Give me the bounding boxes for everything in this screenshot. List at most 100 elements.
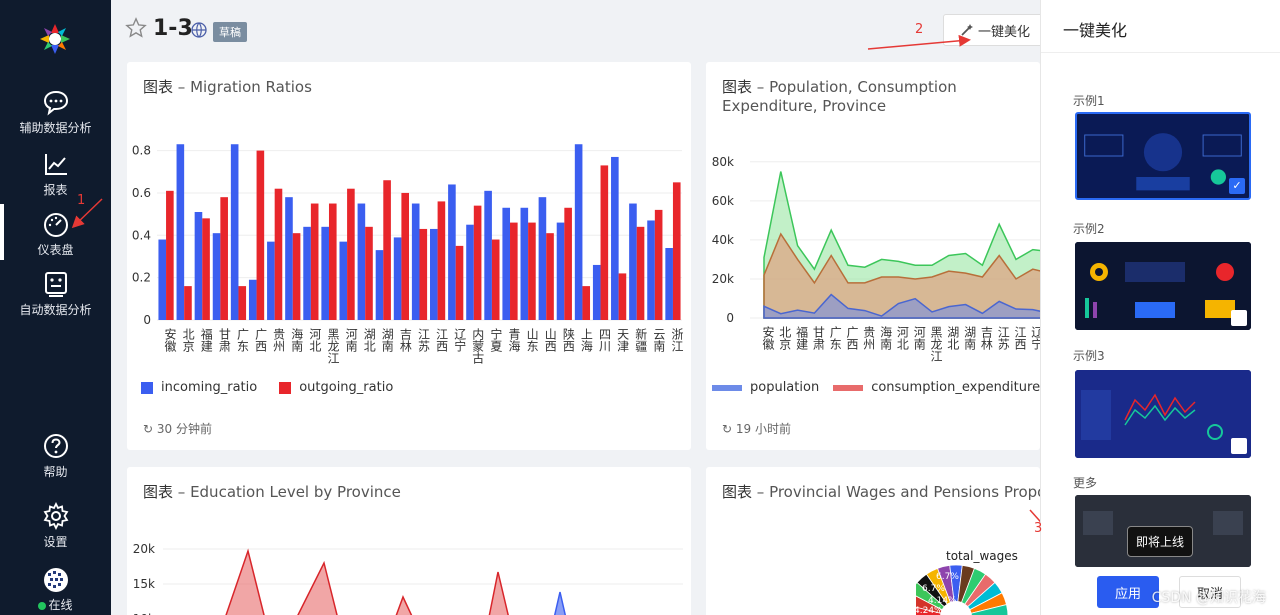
x-tick-label: 广西 xyxy=(845,326,859,350)
x-tick-label: 安徽 xyxy=(761,325,775,350)
watermark: CSDN @知识花海 xyxy=(1151,590,1266,606)
bar xyxy=(176,144,185,320)
card-title: 图表 – Provincial Wages and Pensions Propo… xyxy=(722,483,1040,501)
bar xyxy=(502,207,511,320)
x-tick-label: 贵州 xyxy=(862,326,876,350)
chart-card-population[interactable]: 图表 – Population, Consumption Expenditure… xyxy=(706,62,1040,450)
bar xyxy=(401,192,409,320)
x-tick-label: 江西 xyxy=(435,328,449,352)
y-tick-label: 0.6 xyxy=(132,186,151,200)
bar xyxy=(611,156,619,320)
x-tick-label: 海南 xyxy=(290,327,304,352)
x-tick-label: 宁夏 xyxy=(489,327,503,352)
sidebar-item-settings[interactable]: 设置 xyxy=(0,502,111,550)
series-area xyxy=(488,571,509,615)
x-tick-label: 云南 xyxy=(652,328,666,352)
bar xyxy=(564,207,572,320)
cancel-button[interactable]: 取消 xyxy=(1179,576,1241,608)
checkbox[interactable] xyxy=(1231,438,1247,454)
sidebar-item-help[interactable]: 帮助 xyxy=(0,432,111,480)
x-tick-label: 河南 xyxy=(912,326,926,350)
legend-label[interactable]: consumption_expenditure xyxy=(871,380,1040,395)
x-tick-label: 上海 xyxy=(579,328,593,352)
legend-label[interactable]: population xyxy=(750,380,820,395)
x-tick-label: 甘肃 xyxy=(811,326,825,351)
x-tick-label: 福建 xyxy=(795,325,809,351)
checkbox[interactable] xyxy=(1231,310,1247,326)
example-thumbnail-2[interactable] xyxy=(1075,242,1251,330)
header: 1-3 草稿 一键美化 xyxy=(111,0,1047,60)
x-tick-label: 江苏 xyxy=(996,326,1010,350)
card-title: 图表 – Population, Consumption Expenditure… xyxy=(722,78,957,115)
beautify-button[interactable]: 一键美化 xyxy=(943,14,1047,46)
apply-button[interactable]: 应用 xyxy=(1097,576,1159,608)
bar xyxy=(484,190,492,320)
sidebar-item-label: 报表 xyxy=(43,183,68,197)
x-tick-label: 北京 xyxy=(181,328,195,353)
legend-swatch xyxy=(712,384,742,391)
x-tick-label: 辽宁 xyxy=(1030,326,1040,350)
coming-soon-tooltip: 即将上线 xyxy=(1127,526,1194,557)
bar xyxy=(310,203,319,320)
bar xyxy=(230,144,239,320)
chart-card-wages[interactable]: 图表 – Provincial Wages and Pensions Propo… xyxy=(706,467,1040,615)
x-tick-label: 湖北 xyxy=(362,327,376,353)
sidebar-item-dashboard[interactable]: 仪表盘 xyxy=(0,204,111,260)
sidebar-item-label: 辅助数据分析 xyxy=(19,121,92,135)
bar xyxy=(411,203,420,320)
legend-label[interactable]: incoming_ratio xyxy=(161,380,258,395)
bar xyxy=(274,188,283,320)
example-thumbnail-1[interactable]: ✓ xyxy=(1075,112,1251,200)
bar xyxy=(184,286,192,320)
chart-legend: population consumption_expenditure xyxy=(712,380,1040,395)
status-badge: 草稿 xyxy=(213,22,247,42)
avatar[interactable] xyxy=(43,567,69,593)
x-tick-label: 福建 xyxy=(199,327,213,353)
example-label: 示例2 xyxy=(1073,222,1105,236)
x-tick-label: 陕西 xyxy=(561,327,575,352)
example-thumbnail-3[interactable] xyxy=(1075,370,1251,458)
example-label: 示例1 xyxy=(1073,94,1105,108)
x-tick-label: 河北 xyxy=(895,326,909,351)
sidebar-item-label: 帮助 xyxy=(43,465,68,479)
y-tick-label: 20k xyxy=(133,542,155,556)
x-tick-label: 安徽 xyxy=(163,327,177,352)
bar xyxy=(582,286,591,320)
y-tick-label: 0.2 xyxy=(132,271,151,285)
sidebar-item-label: 仪表盘 xyxy=(37,243,74,257)
online-status: 在线 xyxy=(0,596,111,613)
x-tick-label: 甘肃 xyxy=(217,328,231,353)
panel-title: 一键美化 xyxy=(1063,21,1128,40)
sidebar-item-reports[interactable]: 报表 xyxy=(0,150,111,198)
bar xyxy=(636,226,645,320)
pie-pct-label: 6.7% xyxy=(922,584,945,594)
series-area xyxy=(225,548,265,615)
legend-label[interactable]: outgoing_ratio xyxy=(299,380,394,395)
bar xyxy=(383,180,391,320)
bar xyxy=(158,239,167,320)
star-icon[interactable] xyxy=(125,17,147,39)
chart-card-migration[interactable]: 图表 – Migration Ratios 0 0.2 0.4 0.6 0.8 安徽 北京福… xyxy=(127,62,691,450)
bar xyxy=(339,241,348,320)
bar xyxy=(647,220,655,320)
sidebar-item-auto-analysis[interactable]: 自动数据分析 xyxy=(0,270,111,318)
y-tick-label: 80k xyxy=(712,155,734,169)
y-tick-label: 0 xyxy=(143,313,151,327)
bar xyxy=(212,233,221,320)
checkmark-icon[interactable]: ✓ xyxy=(1229,178,1245,194)
bar xyxy=(202,218,210,320)
x-tick-label: 湖南 xyxy=(963,325,977,350)
app-logo-icon[interactable] xyxy=(38,22,72,56)
line-chart-icon xyxy=(44,154,67,175)
bar xyxy=(365,226,373,320)
x-tick-label: 天津 xyxy=(616,328,630,352)
legend-swatch xyxy=(279,381,292,394)
example-label: 更多 xyxy=(1073,476,1098,490)
chart-card-education[interactable]: 图表 – Education Level by Province 20k 15k 1… xyxy=(127,467,691,615)
sidebar-item-assist-analysis[interactable]: 辅助数据分析 xyxy=(0,88,111,136)
legend-swatch xyxy=(141,381,153,394)
bar xyxy=(375,250,384,320)
bar xyxy=(546,233,554,320)
y-tick-label: 15k xyxy=(133,577,155,591)
area-chart: 0 20k 40k 60k 80k 安徽 北京 福建 甘肃 广东 广西 贵州 海南 河北 河南 黑龙江 湖北 湖南… xyxy=(712,155,1040,362)
